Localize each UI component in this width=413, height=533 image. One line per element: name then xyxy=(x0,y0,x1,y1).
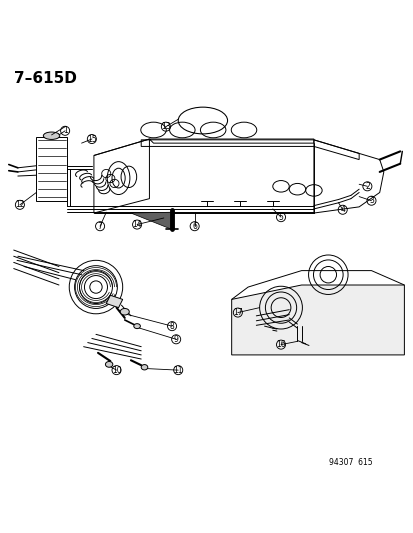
Text: 5: 5 xyxy=(278,213,283,222)
Text: 6: 6 xyxy=(192,222,197,231)
Ellipse shape xyxy=(133,324,140,329)
Text: 7: 7 xyxy=(97,222,102,231)
Text: 12: 12 xyxy=(15,200,25,209)
Ellipse shape xyxy=(105,361,113,367)
Text: 94307  615: 94307 615 xyxy=(328,458,372,467)
Polygon shape xyxy=(106,295,122,308)
Ellipse shape xyxy=(43,132,59,140)
Text: 2: 2 xyxy=(364,182,369,191)
Text: 8: 8 xyxy=(169,321,174,330)
Text: 15: 15 xyxy=(87,134,97,143)
Text: 10: 10 xyxy=(112,366,121,375)
Text: 4: 4 xyxy=(339,205,344,214)
Polygon shape xyxy=(231,285,404,355)
Text: 16: 16 xyxy=(275,340,285,349)
Text: 17: 17 xyxy=(233,308,242,317)
Text: 14: 14 xyxy=(132,220,142,229)
Ellipse shape xyxy=(141,365,147,370)
Polygon shape xyxy=(131,212,172,230)
Text: 1: 1 xyxy=(63,126,67,135)
Text: 3: 3 xyxy=(368,196,373,205)
Text: 9: 9 xyxy=(173,335,178,344)
Text: 11: 11 xyxy=(173,366,183,375)
Text: 13: 13 xyxy=(161,122,170,131)
Ellipse shape xyxy=(120,309,129,315)
Text: 7–615D: 7–615D xyxy=(14,71,76,86)
